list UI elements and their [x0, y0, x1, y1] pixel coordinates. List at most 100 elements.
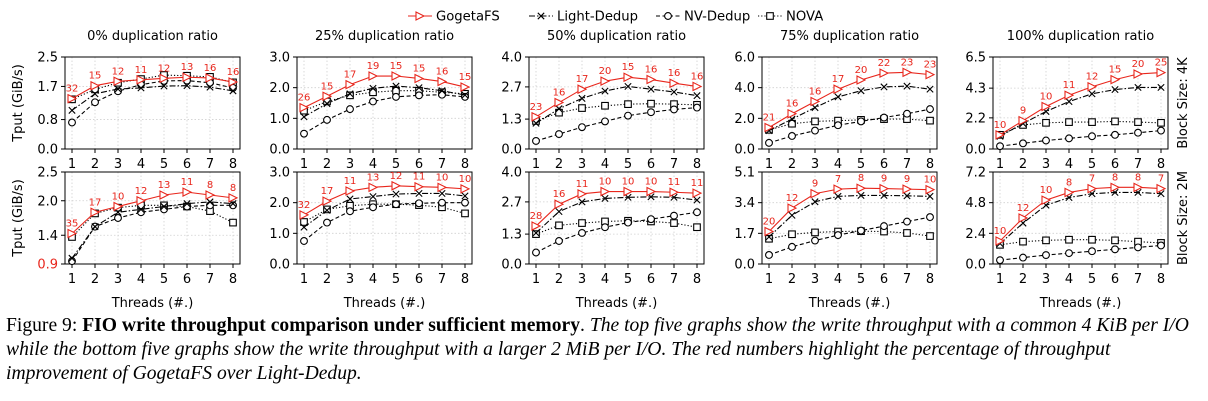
data-point	[925, 69, 936, 80]
x-tick-label: 4	[834, 157, 842, 172]
caption-period: .	[580, 315, 590, 336]
data-point	[788, 242, 796, 251]
improvement-label: 25	[1155, 58, 1168, 69]
improvement-label: 12	[1086, 72, 1099, 83]
data-point	[1088, 90, 1096, 98]
improvement-label: 11	[344, 176, 357, 187]
x-tick-label: 7	[206, 157, 214, 172]
data-point	[323, 100, 331, 108]
improvement-label: 10	[924, 175, 937, 186]
data-point	[693, 92, 701, 100]
data-point	[624, 82, 632, 91]
x-tick-label: 6	[880, 157, 888, 172]
y-tick-label: 2.4	[965, 227, 986, 242]
plot-frame	[296, 56, 473, 150]
series-line	[303, 85, 466, 118]
data-point	[346, 90, 354, 98]
data-point	[995, 129, 1006, 140]
improvement-label: 11	[181, 177, 194, 188]
legend-label: NOVA	[786, 10, 823, 25]
legend-marker-icon	[664, 12, 672, 20]
data-point	[369, 84, 377, 92]
data-point	[926, 116, 934, 125]
data-point	[669, 187, 680, 198]
series-light-dedup	[68, 82, 237, 114]
improvement-label: 9	[881, 174, 887, 185]
y-tick-label: 4.0	[734, 81, 755, 96]
improvement-label: 10	[599, 177, 612, 188]
improvement-label: 16	[786, 99, 799, 110]
data-point	[391, 71, 402, 81]
series-gogetafs	[67, 72, 239, 104]
data-point	[880, 113, 888, 122]
x-tick-label: 1	[68, 272, 76, 287]
data-point	[114, 85, 122, 93]
x-tick-label: 7	[670, 272, 678, 287]
x-axis-label: Threads (#.)	[1039, 296, 1122, 311]
data-point	[834, 231, 842, 240]
data-point	[113, 201, 124, 212]
data-point	[461, 91, 469, 99]
x-tick-label: 2	[555, 272, 563, 287]
data-point	[1065, 249, 1073, 258]
series-line	[999, 191, 1162, 244]
x-tick-label: 1	[996, 272, 1004, 287]
improvement-label: 12	[1017, 203, 1030, 214]
data-point	[880, 191, 888, 200]
data-point	[926, 85, 934, 93]
data-point	[693, 208, 701, 217]
x-tick-label: 4	[601, 157, 609, 172]
series-nv-dedup	[300, 90, 469, 138]
data-point	[578, 229, 586, 237]
series-nv-dedup	[996, 241, 1165, 265]
y-tick-label: 1.0	[269, 227, 290, 242]
data-point	[1134, 128, 1142, 137]
x-tick-label: 1	[300, 272, 308, 287]
data-point	[369, 97, 377, 106]
data-point	[322, 196, 333, 207]
data-point	[531, 111, 542, 122]
y-tick-label: 0.0	[269, 143, 290, 158]
y-tick-label: 0.0	[501, 258, 522, 273]
data-point	[578, 219, 586, 227]
improvement-label: 8	[1112, 172, 1118, 183]
plot-frame	[761, 56, 938, 150]
data-point	[1111, 236, 1119, 245]
y-tick-label: 1.3	[501, 228, 522, 243]
data-point	[555, 221, 563, 230]
series-light-dedup	[300, 82, 469, 121]
data-point	[68, 254, 76, 262]
improvement-label: 10	[645, 177, 658, 188]
improvement-label: 10	[1040, 185, 1053, 196]
data-point	[577, 188, 588, 199]
data-point	[437, 76, 448, 87]
x-tick-label: 7	[438, 157, 446, 172]
series-gogetafs	[531, 186, 703, 231]
improvement-label: 23	[924, 60, 937, 71]
series-gogetafs	[995, 67, 1167, 140]
series-nv-dedup	[765, 105, 934, 147]
x-tick-label: 3	[811, 157, 819, 172]
data-point	[834, 121, 842, 130]
y-tick-label: 1.7	[37, 80, 58, 95]
improvement-label: 20	[1132, 59, 1145, 70]
x-tick-label: 1	[532, 272, 540, 287]
data-point	[578, 94, 586, 102]
data-point	[880, 83, 888, 91]
data-point	[1064, 187, 1075, 198]
x-tick-label: 8	[229, 157, 237, 172]
data-point	[764, 226, 775, 237]
series-light-dedup	[532, 82, 701, 127]
legend-marker-icon	[537, 12, 545, 20]
x-tick-label: 3	[114, 157, 122, 172]
improvement-label: 8	[1066, 177, 1072, 188]
data-point	[90, 80, 101, 91]
data-point	[91, 223, 99, 231]
data-point	[346, 207, 354, 216]
y-tick-label: 4.0	[501, 51, 522, 66]
data-point	[532, 230, 540, 238]
x-tick-label: 1	[996, 157, 1004, 172]
data-point	[601, 223, 609, 232]
data-point	[857, 191, 865, 200]
